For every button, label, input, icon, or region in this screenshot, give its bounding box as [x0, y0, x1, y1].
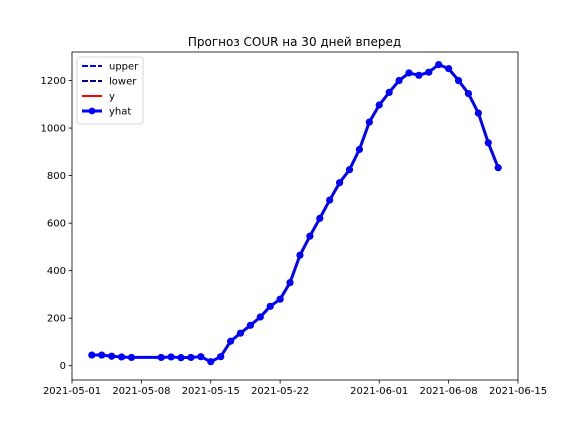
- data-point-yhat-33: [435, 61, 443, 69]
- data-point-yhat-21: [316, 214, 324, 222]
- data-point-yhat-1: [98, 351, 106, 359]
- data-point-yhat-6: [167, 353, 175, 361]
- x-tick-label-5: 2021-06-08: [420, 386, 478, 397]
- data-point-yhat-11: [217, 353, 225, 361]
- y-tick-label-0: 0: [60, 361, 66, 372]
- y-tick-label-1: 200: [47, 314, 66, 325]
- data-point-yhat-25: [355, 145, 364, 154]
- data-point-yhat-14: [246, 321, 254, 329]
- x-tick-label-2: 2021-05-15: [182, 386, 240, 397]
- data-point-yhat-5: [157, 353, 165, 362]
- x-tick-label-0: 2021-05-01: [43, 386, 101, 397]
- y-tick-label-4: 800: [47, 171, 66, 182]
- legend-label-yhat: yhat: [109, 107, 131, 118]
- legend: upper lower y yhat: [76, 56, 144, 125]
- plot-area: [88, 61, 502, 366]
- data-point-yhat-2: [108, 352, 116, 360]
- data-point-yhat-19: [296, 251, 304, 259]
- data-point-yhat-29: [395, 76, 403, 85]
- data-point-yhat-36: [464, 89, 473, 98]
- data-point-yhat-35: [454, 76, 463, 85]
- legend-label-lower: lower: [109, 77, 137, 88]
- data-point-yhat-37: [474, 109, 482, 117]
- data-point-yhat-31: [415, 71, 423, 79]
- axes: 2021-05-01 2021-05-08 2021-05-15 2021-05-22…: [41, 51, 547, 397]
- legend-label-y: y: [109, 92, 115, 103]
- data-point-yhat-0: [88, 351, 96, 359]
- data-point-yhat-30: [405, 69, 413, 77]
- data-point-yhat-13: [236, 329, 245, 337]
- y-tick-label-5: 1000: [41, 124, 66, 135]
- x-tick-label-4: 2021-06-01: [350, 386, 408, 397]
- data-point-yhat-24: [345, 166, 354, 174]
- y-tick-label-3: 600: [47, 219, 66, 230]
- legend-label-upper: upper: [109, 62, 139, 73]
- data-point-yhat-17: [276, 295, 284, 303]
- y-tick-label-6: 1200: [41, 76, 66, 87]
- data-point-yhat-39: [494, 164, 502, 172]
- data-point-yhat-26: [365, 118, 373, 126]
- x-tick-label-3: 2021-05-22: [251, 386, 309, 397]
- data-point-yhat-38: [484, 139, 492, 147]
- data-point-yhat-23: [336, 179, 344, 187]
- data-point-yhat-3: [117, 353, 126, 361]
- data-point-yhat-16: [266, 302, 274, 310]
- data-point-yhat-22: [326, 196, 334, 204]
- y-tick-label-2: 400: [47, 266, 66, 277]
- data-point-yhat-4: [127, 353, 136, 362]
- legend-box: [76, 56, 144, 125]
- data-point-yhat-27: [375, 101, 383, 109]
- data-point-yhat-20: [306, 232, 314, 240]
- data-point-yhat-34: [445, 65, 453, 73]
- chart-title: Прогноз COUR на 30 дней вперед: [188, 35, 401, 49]
- x-tick-label-6: 2021-06-15: [489, 386, 547, 397]
- data-point-yhat-28: [385, 88, 393, 97]
- data-point-yhat-18: [286, 278, 294, 287]
- data-point-yhat-7: [177, 354, 185, 362]
- legend-marker-yhat: [88, 107, 96, 115]
- data-point-yhat-32: [425, 68, 433, 76]
- series-line-yhat: [91, 63, 500, 364]
- x-tick-label-1: 2021-05-08: [112, 386, 170, 397]
- data-point-yhat-12: [226, 337, 235, 345]
- data-point-yhat-8: [187, 353, 195, 362]
- data-point-yhat-10: [207, 358, 215, 366]
- axes-frame: [71, 51, 519, 381]
- data-point-yhat-9: [197, 353, 205, 361]
- data-point-yhat-15: [256, 313, 264, 321]
